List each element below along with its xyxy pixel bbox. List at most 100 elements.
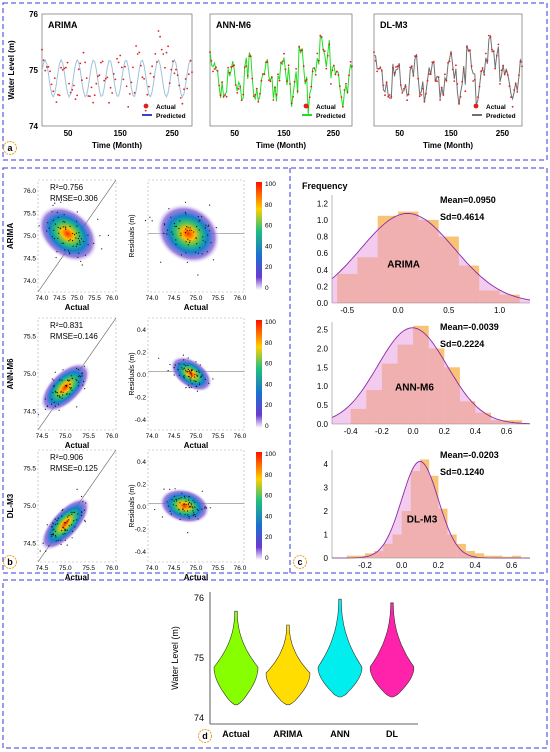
residual-point <box>188 517 190 519</box>
residual-density-blob <box>156 203 221 264</box>
hist-ytick: 2.0 <box>317 344 329 353</box>
hist-xtick: 0.6 <box>506 561 518 570</box>
actual-point <box>506 74 509 76</box>
actual-point <box>278 79 281 82</box>
scatter-point <box>81 375 83 377</box>
residual-point <box>179 220 181 222</box>
residual-point <box>191 383 193 385</box>
hist-xtick: -0.2 <box>358 561 372 570</box>
actual-point <box>82 51 85 54</box>
residual-point <box>175 500 178 502</box>
actual-point <box>181 102 184 105</box>
actual-point <box>116 57 118 60</box>
actual-point <box>224 94 227 96</box>
residual-point <box>166 501 168 503</box>
residual-point <box>151 220 153 222</box>
panel-badge <box>198 729 212 743</box>
actual-point <box>216 70 219 72</box>
residual-point <box>160 261 162 263</box>
residual-point <box>187 227 189 229</box>
violin-xtick: DL <box>386 729 398 739</box>
actual-point <box>58 94 61 97</box>
actual-point <box>259 92 261 95</box>
scatter-point <box>71 389 73 391</box>
residual-point <box>187 364 189 366</box>
residual-xtick: 76.0 <box>234 565 247 572</box>
colorbar-tick: 60 <box>265 493 273 500</box>
scatter-xlabel: Actual <box>65 573 89 582</box>
scatter-xtick: 74.5 <box>36 565 49 572</box>
colorbar-tick: 100 <box>265 451 276 458</box>
residual-point <box>196 243 198 245</box>
actual-point <box>219 94 222 97</box>
hist-bar <box>502 556 512 558</box>
residual-point <box>170 216 172 218</box>
residual-xtick: 74.0 <box>146 295 159 302</box>
residual-point <box>185 387 187 389</box>
scatter-point <box>83 509 86 511</box>
scatter-point <box>79 241 81 243</box>
panel-a-frame <box>2 2 548 161</box>
actual-point <box>236 92 239 94</box>
actual-point <box>444 73 446 76</box>
panel-d-frame <box>2 579 548 749</box>
residual-ytick: 0.0 <box>137 372 146 379</box>
residual-point <box>190 386 192 388</box>
actual-point <box>53 77 56 79</box>
residual-point <box>178 509 180 511</box>
actual-point <box>286 80 288 82</box>
scatter-point <box>64 226 66 228</box>
scatter-ytick: 75.0 <box>23 371 36 378</box>
actual-point <box>409 66 412 69</box>
residual-point <box>188 376 191 378</box>
scatter-point <box>69 379 71 381</box>
scatter-xtick: 74.5 <box>53 295 66 302</box>
panel-d: 74 75 76 Water Level (m) Actual ARIMA ANN DL <box>170 592 418 739</box>
actual-point <box>384 94 386 97</box>
residual-point <box>191 229 193 231</box>
residual-point <box>188 506 190 508</box>
colorbar-tick: 40 <box>265 243 273 250</box>
scatter-point <box>76 488 78 490</box>
actual-point <box>95 82 98 85</box>
actual-point <box>119 54 122 57</box>
actual-point <box>317 59 320 62</box>
residual-point <box>183 510 185 512</box>
residual-point <box>187 532 189 534</box>
actual-point <box>281 60 284 63</box>
scatter-ytick: 75.5 <box>23 334 36 341</box>
panel-a-xtick: 50 <box>395 129 404 138</box>
scatter-point <box>57 517 59 519</box>
scatter-ytick: 75.0 <box>23 233 36 240</box>
scatter-point <box>62 221 64 223</box>
residual-point <box>185 371 187 373</box>
actual-point <box>293 80 296 83</box>
residual-point <box>193 231 195 233</box>
scatter-point <box>69 393 71 395</box>
scatter-point <box>63 527 65 529</box>
scatter-xtick: 75.0 <box>71 295 84 302</box>
scatter-point <box>101 248 103 250</box>
actual-point <box>81 79 83 82</box>
residual-point <box>197 518 199 520</box>
plot-title-arima: ARIMA <box>48 20 78 30</box>
legend-predicted-label: Predicted <box>486 113 516 120</box>
scatter-point <box>57 395 59 397</box>
rmse-label: RMSE=0.125 <box>50 464 98 473</box>
residual-point <box>183 367 185 369</box>
scatter-point <box>51 378 53 380</box>
scatter-point <box>50 534 53 536</box>
residual-point <box>158 357 160 359</box>
scatter-point <box>82 384 84 386</box>
actual-point <box>146 93 149 96</box>
residual-point <box>167 505 169 507</box>
scatter-point <box>44 408 47 410</box>
violin-ann <box>317 598 363 698</box>
scatter-point <box>75 237 77 239</box>
scatter-point <box>54 371 56 373</box>
actual-point <box>395 66 397 68</box>
scatter-xlabel: Actual <box>65 441 89 450</box>
actual-point <box>414 55 416 57</box>
actual-point <box>218 84 221 87</box>
r2-label: R²=0.756 <box>50 183 84 192</box>
